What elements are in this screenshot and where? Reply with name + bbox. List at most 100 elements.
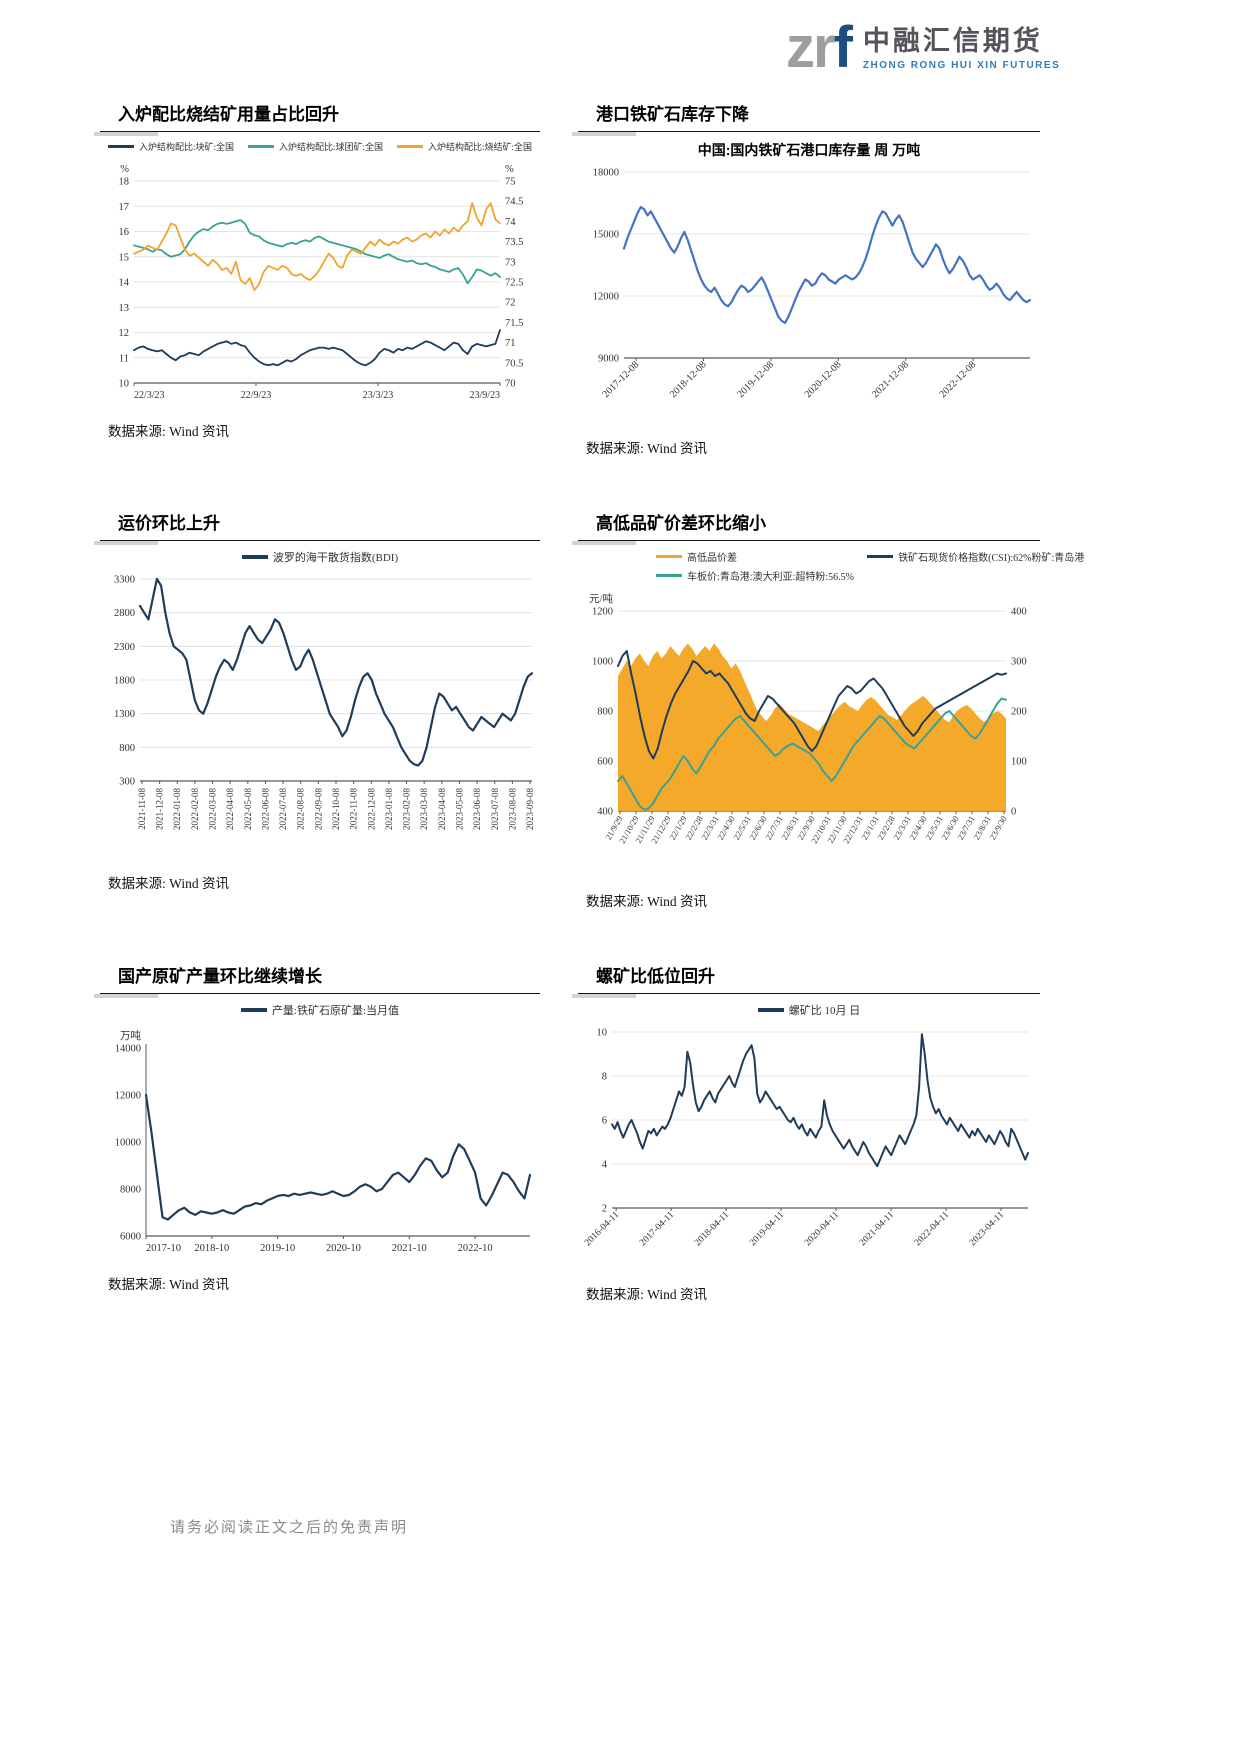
logo-mark-f: f (833, 15, 853, 80)
svg-text:1200: 1200 (592, 607, 613, 618)
data-source: 数据来源: Wind 资讯 (586, 894, 707, 909)
svg-text:71: 71 (505, 338, 516, 349)
svg-text:1300: 1300 (114, 709, 135, 720)
svg-text:300: 300 (1011, 657, 1027, 668)
disclaimer-footer: 请务必阅读正文之后的免责声明 (170, 1520, 409, 1536)
svg-text:73: 73 (505, 257, 516, 268)
chart-title: 入炉配比烧结矿用量占比回升 (94, 100, 540, 136)
legend-item: 产量:铁矿石原矿量:当月值 (240, 1002, 399, 1018)
svg-text:元/吨: 元/吨 (589, 592, 613, 605)
legend-label: 入炉结构配比:烧结矿:全国 (428, 142, 533, 152)
svg-text:100: 100 (1011, 757, 1027, 768)
chart-header: 高低品价差 铁矿石现货价格指数(CSI):62%粉矿:青岛港 车板价:青岛港:澳大利… (578, 549, 1084, 583)
svg-text:10: 10 (119, 379, 130, 390)
svg-text:15: 15 (119, 252, 130, 263)
chart-header: 波罗的海干散货指数(BDI) (100, 549, 540, 565)
svg-text:22/9/23: 22/9/23 (241, 390, 272, 401)
svg-text:2017-10: 2017-10 (146, 1243, 181, 1254)
svg-text:200: 200 (1011, 707, 1027, 718)
svg-text:2018-12-08: 2018-12-08 (668, 359, 709, 400)
legend-label: 铁矿石现货价格指数(CSI):62%粉矿:青岛港 (898, 553, 1085, 564)
svg-text:71.5: 71.5 (505, 318, 523, 329)
svg-text:2019-04-11: 2019-04-11 (748, 1210, 786, 1248)
svg-text:8000: 8000 (120, 1185, 141, 1196)
svg-text:1000: 1000 (592, 657, 613, 668)
legend-item: 入炉结构配比:球团矿:全国 (247, 140, 383, 153)
chart-legend: 高低品价差 铁矿石现货价格指数(CSI):62%粉矿:青岛港 车板价:青岛港:澳大利… (578, 549, 1084, 583)
chart-canvas: 10 8 6 4 2 2016-04-11 2017-04-11 2018-04-11 2019… (578, 1020, 1040, 1275)
svg-text:23/9/23: 23/9/23 (469, 390, 500, 401)
company-name-cn: 中融汇信期货 (862, 26, 1043, 56)
svg-text:12000: 12000 (593, 292, 619, 303)
svg-text:2018-10: 2018-10 (194, 1243, 229, 1254)
chart-title: 港口铁矿石库存下降 (572, 100, 1040, 136)
chart-block-port-inventory: 港口铁矿石库存下降 中国:国内铁矿石港口库存量 周 万吨 18000 15000 1… (572, 100, 1040, 457)
svg-text:18000: 18000 (593, 168, 619, 179)
svg-text:2022-03-08: 2022-03-08 (208, 788, 218, 830)
legend-item: 车板价:青岛港:澳大利亚:超特粉:56.5% (656, 568, 867, 583)
svg-text:14000: 14000 (115, 1044, 141, 1055)
svg-text:2023-09-08: 2023-09-08 (525, 788, 535, 830)
chart-title: 运价环比上升 (94, 509, 540, 545)
chart-canvas: 3300 2800 2300 1800 1300 800 300 2021-11-08 2021… (100, 567, 540, 864)
chart-canvas: 18000 15000 12000 9000 2017-12-08 2018-12-08 2… (578, 162, 1040, 429)
svg-text:6000: 6000 (120, 1232, 141, 1243)
legend-swatch (757, 1008, 784, 1012)
chart-title: 高低品矿价差环比缩小 (572, 509, 1040, 545)
svg-text:2022-08-08: 2022-08-08 (296, 788, 306, 830)
legend-label: 螺矿比 10月 日 (788, 1005, 861, 1017)
svg-text:70: 70 (505, 379, 516, 390)
legend-item: 螺矿比 10月 日 (757, 1002, 861, 1018)
svg-text:2021-12-08: 2021-12-08 (870, 359, 911, 400)
svg-text:2022-07-08: 2022-07-08 (278, 788, 288, 830)
svg-text:2017-04-11: 2017-04-11 (638, 1210, 676, 1248)
data-source: 数据来源: Wind 资讯 (586, 441, 707, 456)
svg-text:2020-12-08: 2020-12-08 (803, 359, 844, 400)
legend-item: 入炉结构配比:块矿:全国 (107, 140, 234, 153)
data-source: 数据来源: Wind 资讯 (108, 876, 229, 891)
chart-canvas: 14000 12000 10000 8000 6000 万吨 2017-10 2018-10 2… (100, 1020, 540, 1265)
svg-text:2023-07-08: 2023-07-08 (490, 788, 500, 830)
svg-text:2020-10: 2020-10 (326, 1243, 361, 1254)
legend-item: 铁矿石现货价格指数(CSI):62%粉矿:青岛港 (867, 549, 1084, 564)
svg-text:2022-10: 2022-10 (458, 1243, 493, 1254)
legend-swatch (240, 1008, 267, 1012)
svg-text:2022-02-08: 2022-02-08 (190, 788, 200, 830)
chart-inner-title: 中国:国内铁矿石港口库存量 周 万吨 (697, 142, 921, 158)
company-name-en: ZHONG RONG HUI XIN FUTURES (862, 59, 1061, 71)
svg-text:74: 74 (505, 217, 516, 228)
svg-text:73.5: 73.5 (505, 237, 523, 248)
svg-text:2300: 2300 (114, 642, 135, 653)
svg-text:0: 0 (1011, 807, 1016, 818)
svg-text:300: 300 (119, 777, 135, 788)
svg-text:2022-12-08: 2022-12-08 (938, 359, 979, 400)
svg-text:2023-02-08: 2023-02-08 (402, 788, 412, 830)
legend-label: 入炉结构配比:球团矿:全国 (278, 142, 383, 152)
chart-header: 中国:国内铁矿石港口库存量 周 万吨 (578, 140, 1040, 160)
svg-text:800: 800 (119, 743, 135, 754)
svg-text:2022-11-08: 2022-11-08 (349, 788, 359, 830)
chart-legend: 入炉结构配比:块矿:全国 入炉结构配比:球团矿:全国 入炉结构配比:烧结矿:全国 (100, 140, 540, 153)
svg-text:2022-09-08: 2022-09-08 (313, 788, 323, 830)
chart-legend: 螺矿比 10月 日 (578, 1002, 1040, 1018)
svg-text:15000: 15000 (593, 230, 619, 241)
svg-text:1800: 1800 (114, 676, 135, 687)
svg-text:2022-10-08: 2022-10-08 (331, 788, 341, 830)
svg-text:16: 16 (119, 227, 130, 238)
svg-text:17: 17 (119, 202, 130, 213)
svg-text:2023-05-08: 2023-05-08 (454, 788, 464, 830)
data-source: 数据来源: Wind 资讯 (108, 424, 229, 439)
chart-block-freight-bdi: 运价环比上升 波罗的海干散货指数(BDI) 3300 2800 2300 1800 13… (94, 509, 540, 910)
chart-block-domestic-ore-output: 国产原矿产量环比继续增长 产量:铁矿石原矿量:当月值 14000 12000 100… (94, 962, 540, 1303)
svg-text:2022-04-08: 2022-04-08 (225, 788, 235, 830)
chart-title: 螺矿比低位回升 (572, 962, 1040, 998)
legend-label: 波罗的海干散货指数(BDI) (272, 552, 399, 564)
svg-text:2020-04-11: 2020-04-11 (803, 1210, 841, 1248)
svg-text:2018-04-11: 2018-04-11 (693, 1210, 731, 1248)
logo-text: 中融汇信期货 ZHONG RONG HUI XIN FUTURES (862, 20, 1061, 71)
chart-svg: 12001000800600400元/吨400300200100021/9/29… (589, 592, 1027, 845)
svg-text:22/3/23: 22/3/23 (134, 390, 165, 401)
chart-svg: 18 17 16 15 14 13 12 11 10% 75 74.5 74 73.5 73 72.5 72 7… (119, 164, 524, 401)
